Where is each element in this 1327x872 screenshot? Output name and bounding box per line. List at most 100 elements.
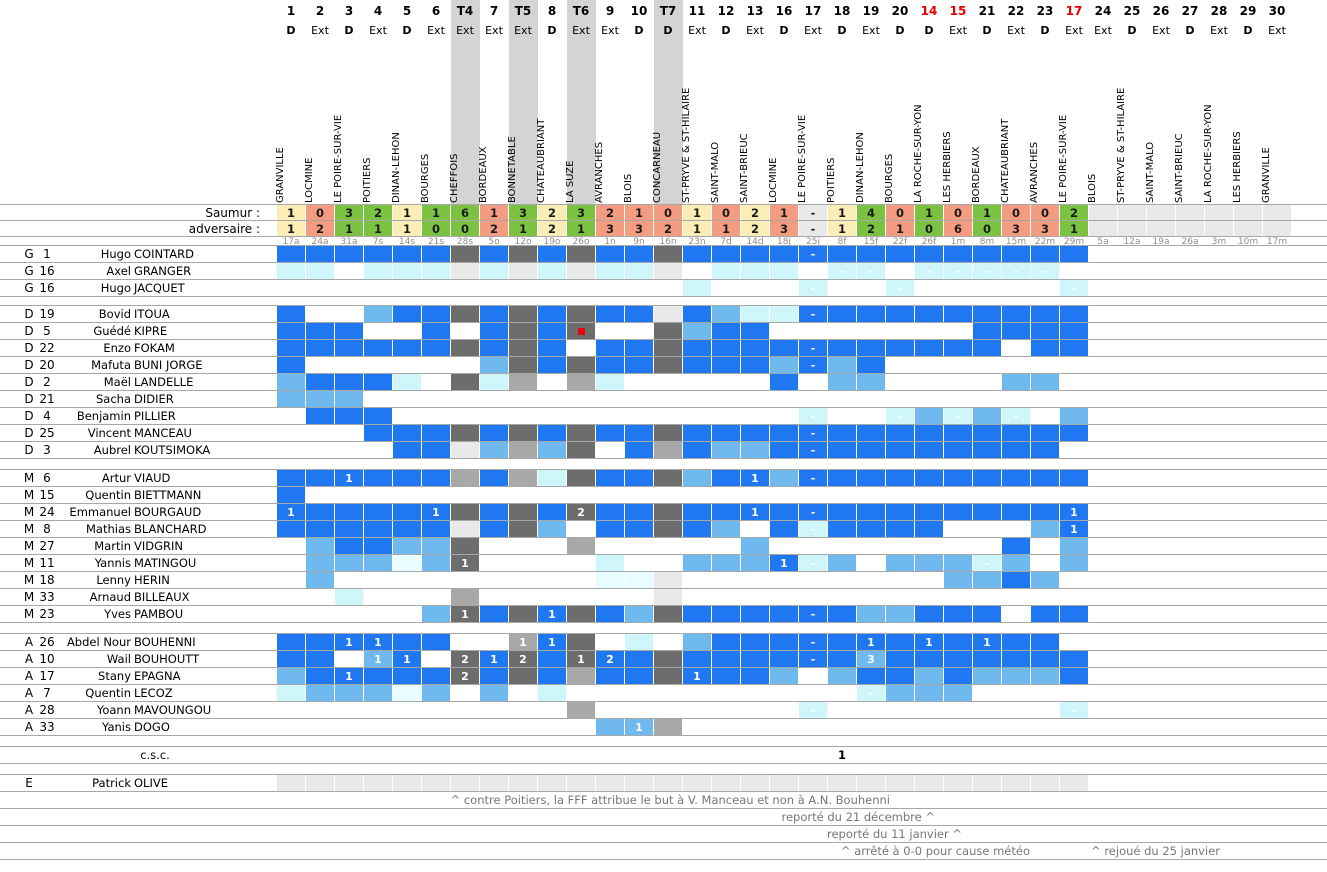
match-date: 8f xyxy=(837,237,847,247)
appearance-cell xyxy=(306,634,334,650)
appearance-cell xyxy=(1031,246,1059,262)
appearance-cell xyxy=(335,589,363,605)
grid-row-divider xyxy=(0,503,1327,504)
player-jersey-number: 16 xyxy=(39,281,55,295)
appearance-cell xyxy=(828,521,856,537)
appearance-cell xyxy=(335,340,363,356)
postponed-dash-cell: - xyxy=(799,555,827,571)
appearance-cell xyxy=(596,470,624,486)
postponed-dash-cell: - xyxy=(886,280,914,296)
appearance-cell xyxy=(828,374,856,390)
appearance-cell xyxy=(509,323,537,339)
appearance-cell xyxy=(596,374,624,390)
appearance-cell xyxy=(596,340,624,356)
player-last-name: MAVOUNGOU xyxy=(134,703,212,717)
opponent-name-text: POITIERS xyxy=(826,157,837,203)
match-date: 9n xyxy=(633,237,645,247)
team-score-cell: 4 xyxy=(857,205,885,220)
appearance-cell xyxy=(393,775,421,791)
opponent-name: BORDEAUX xyxy=(971,45,1001,203)
appearance-cell xyxy=(654,668,682,684)
match-date: 24a xyxy=(311,237,329,247)
appearance-cell xyxy=(306,323,334,339)
opponent-name-text: LOCMINE xyxy=(304,157,315,203)
appearance-cell xyxy=(509,263,537,279)
player-jersey-number: 22 xyxy=(39,341,55,355)
appearance-cell xyxy=(973,306,1001,322)
appearance-cell xyxy=(509,306,537,322)
appearance-cell xyxy=(1060,340,1088,356)
player-jersey-number: 23 xyxy=(39,607,55,621)
appearance-cell xyxy=(799,775,827,791)
match-date: 1n xyxy=(604,237,616,247)
grid-row-divider xyxy=(0,296,1327,297)
appearance-cell xyxy=(422,606,450,622)
opponent-name-text: ST-PRYVE & ST-HILAIRE xyxy=(681,87,692,203)
opponent-score-row-label: adversaire : xyxy=(188,222,260,236)
appearance-cell xyxy=(1002,374,1030,390)
postponed-dash-cell: - xyxy=(799,408,827,424)
opponent-name-text: SAINT-BRIEUC xyxy=(739,133,750,203)
match-number: T7 xyxy=(659,4,677,18)
appearance-cell xyxy=(683,357,711,373)
appearance-cell xyxy=(886,521,914,537)
player-jersey-number: 33 xyxy=(39,590,55,604)
player-first-name: Arnaud xyxy=(89,590,131,604)
opponent-name: CONCARNEAU xyxy=(652,45,682,203)
opponent-name: BORDEAUX xyxy=(478,45,508,203)
match-number: 22 xyxy=(1007,4,1025,18)
opponent-score-cell: 1 xyxy=(886,221,914,236)
player-position-letter: M xyxy=(23,522,35,536)
appearance-cell xyxy=(538,323,566,339)
player-last-name: BOURGAUD xyxy=(134,505,202,519)
opponent-score-cell: 2 xyxy=(480,221,508,236)
appearance-cell xyxy=(393,374,421,390)
appearance-cell xyxy=(857,340,885,356)
appearance-cell xyxy=(828,606,856,622)
appearance-cell xyxy=(770,306,798,322)
grid-row-divider xyxy=(0,373,1327,374)
appearance-cell xyxy=(538,340,566,356)
player-jersey-number: 6 xyxy=(43,471,51,485)
appearance-cell xyxy=(277,374,305,390)
appearance-cell xyxy=(335,408,363,424)
appearance-cell xyxy=(422,634,450,650)
postponed-dash-cell: - xyxy=(799,504,827,520)
player-last-name: LANDELLE xyxy=(134,375,194,389)
opponent-name: POITIERS xyxy=(362,45,392,203)
appearance-cell xyxy=(944,442,972,458)
player-jersey-number: 11 xyxy=(39,556,55,570)
appearance-cell xyxy=(1002,425,1030,441)
opponent-score-cell: 3 xyxy=(1031,221,1059,236)
opponent-name-text: BORDEAUX xyxy=(478,146,489,203)
grid-row-divider xyxy=(0,204,1327,205)
appearance-cell xyxy=(306,685,334,701)
venue-indicator: Ext xyxy=(949,24,967,37)
team-score-cell: 2 xyxy=(596,205,624,220)
venue-indicator: Ext xyxy=(862,24,880,37)
appearance-cell xyxy=(741,442,769,458)
match-date: 22f xyxy=(892,237,908,247)
grid-row-divider xyxy=(0,537,1327,538)
appearance-cell xyxy=(306,504,334,520)
appearance-cell xyxy=(306,521,334,537)
match-number: 1 xyxy=(286,4,296,18)
grid-row-divider xyxy=(0,262,1327,263)
appearance-cell xyxy=(596,606,624,622)
appearance-cell xyxy=(1002,555,1030,571)
appearance-cell xyxy=(480,442,508,458)
appearance-cell xyxy=(393,685,421,701)
opponent-score-cell: 2 xyxy=(306,221,334,236)
grid-row-divider xyxy=(0,791,1327,792)
match-date: 17a xyxy=(282,237,300,247)
appearance-cell xyxy=(654,651,682,667)
appearance-cell xyxy=(364,374,392,390)
grid-row-divider xyxy=(0,667,1327,668)
appearance-cell xyxy=(770,246,798,262)
appearance-cell xyxy=(1031,775,1059,791)
opponent-name: ST-PRYVE & ST-HILAIRE xyxy=(681,45,711,203)
appearance-cell xyxy=(1031,374,1059,390)
venue-indicator: Ext xyxy=(688,24,706,37)
appearance-cell xyxy=(828,775,856,791)
